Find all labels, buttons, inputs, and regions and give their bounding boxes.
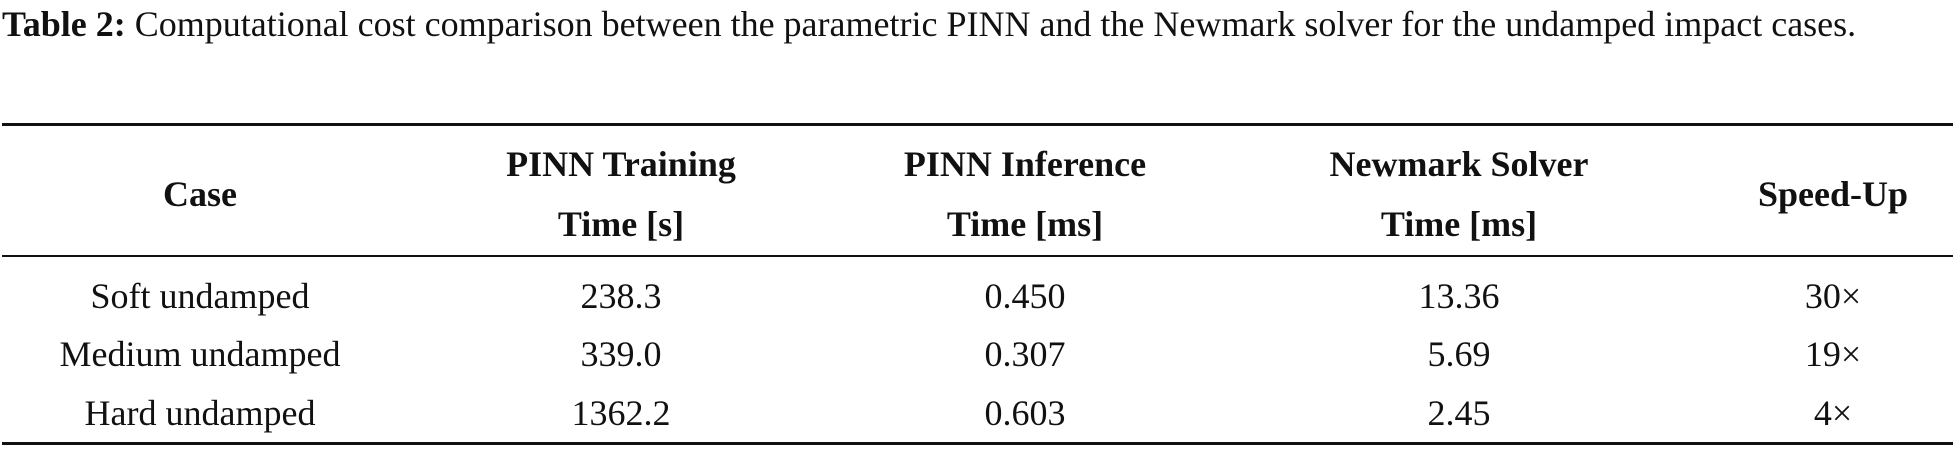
table-cell: 2.45 (1427, 393, 1491, 433)
header-cell: Newmark Solver (1329, 144, 1589, 184)
bottom-rule (2, 442, 1953, 445)
mid-rule (2, 255, 1953, 257)
caption-text: Computational cost comparison between th… (134, 4, 1857, 44)
table-cell: 0.450 (984, 276, 1066, 316)
header-cell: PINN Training (506, 144, 736, 184)
header-cell: Speed-Up (1757, 174, 1909, 214)
caption-label: Table 2: (2, 4, 126, 44)
table-cell: 0.603 (984, 393, 1066, 433)
table-cell: 4× (1813, 393, 1853, 433)
header-cell: Time [ms] (1380, 204, 1538, 244)
table-cell: 238.3 (580, 276, 662, 316)
table-cell: Soft undamped (90, 276, 310, 316)
table-cell: 0.307 (984, 334, 1066, 374)
table-cell: 5.69 (1427, 334, 1491, 374)
header-cell: Case (163, 174, 237, 214)
top-rule (2, 123, 1953, 126)
table-cell: 19× (1804, 334, 1862, 374)
table-cell: 30× (1804, 276, 1862, 316)
table-caption: Table 2: Computational cost comparison b… (2, 0, 1952, 48)
header-cell: Time [s] (557, 204, 685, 244)
table-cell: Medium undamped (59, 334, 341, 374)
header-cell: Time [ms] (946, 204, 1104, 244)
table-cell: 1362.2 (571, 393, 671, 433)
header-cell: PINN Inference (903, 144, 1147, 184)
table-cell: 13.36 (1418, 276, 1500, 316)
table-cell: Hard undamped (84, 393, 316, 433)
table-cell: 339.0 (580, 334, 662, 374)
